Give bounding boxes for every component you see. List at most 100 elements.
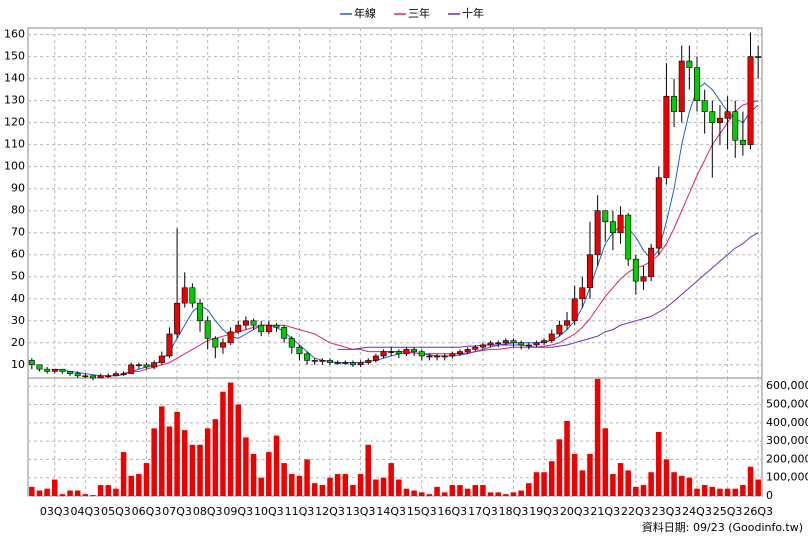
volume-bar [617, 463, 624, 496]
volume-bar [495, 492, 501, 496]
volume-bar [663, 459, 670, 496]
volume-bar [633, 486, 639, 496]
volume-bar [594, 378, 601, 496]
candle-body [36, 364, 43, 370]
candle-body [686, 60, 693, 68]
candle-body [349, 362, 356, 366]
volume-bar [373, 479, 379, 496]
volume-bar [656, 431, 662, 496]
volume-bar [74, 490, 81, 496]
volume-bar [610, 474, 616, 496]
y2-tick-label: 0 [766, 489, 773, 502]
candle-body [97, 375, 104, 379]
candle-body [724, 111, 731, 119]
candle-body [533, 342, 540, 346]
volume-bar [518, 490, 524, 496]
y-tick-label: 50 [11, 270, 25, 283]
volume-bar [59, 494, 66, 496]
candle-body [82, 375, 89, 378]
volume-bar [220, 391, 226, 496]
volume-bar [52, 479, 58, 496]
candle-body [258, 324, 265, 333]
y-tick-label: 130 [4, 94, 25, 107]
candle-body [502, 340, 509, 344]
x-tick-label: 10Q3 [254, 505, 284, 518]
volume-bar [281, 463, 287, 496]
candle-body [181, 287, 188, 304]
candle-body [128, 364, 135, 374]
volume-bar [678, 475, 685, 496]
volume-bar [235, 404, 242, 496]
x-tick-label: 07Q3 [162, 505, 192, 518]
x-tick-label: 24Q3 [682, 505, 712, 518]
x-tick-label: 08Q3 [193, 505, 223, 518]
y-tick-label: 160 [4, 28, 25, 41]
candle-body [90, 375, 96, 379]
x-tick-label: 14Q3 [376, 505, 406, 518]
volume-bar [204, 428, 211, 496]
volume-bar [388, 463, 394, 496]
x-tick-label: 21Q3 [590, 505, 620, 518]
candle-body [112, 373, 119, 377]
x-tick-label: 16Q3 [438, 505, 468, 518]
candle-body [525, 344, 532, 347]
volume-bar [510, 492, 517, 496]
candle-body [571, 298, 578, 322]
candle-body [212, 338, 219, 348]
candle-body [357, 362, 364, 366]
volume-bar [571, 453, 578, 496]
y2-tick-label: 100,000 [766, 471, 808, 484]
candle-body [579, 287, 586, 300]
candle-body [304, 353, 311, 361]
candle-body [678, 60, 685, 112]
candle-body [556, 324, 563, 335]
y-tick-label: 30 [11, 314, 25, 327]
x-tick-label: 25Q3 [713, 505, 743, 518]
candle-body [671, 95, 678, 112]
y-tick-label: 20 [11, 336, 25, 349]
candle-body [426, 355, 433, 358]
volume-bar [457, 485, 463, 496]
volume-bar [602, 428, 609, 496]
y2-tick-label: 200,000 [766, 452, 808, 465]
volume-bar [342, 474, 349, 496]
volume-bar [243, 437, 249, 496]
candle-body [288, 338, 295, 348]
legend-label: 年線 [354, 6, 376, 20]
x-tick-label: 05Q3 [101, 505, 131, 518]
x-tick-label: 19Q3 [529, 505, 559, 518]
x-tick-label: 26Q3 [743, 505, 773, 518]
candle-body [510, 340, 517, 344]
candle-body [120, 373, 127, 375]
x-tick-label: 12Q3 [315, 505, 345, 518]
candle-body [716, 117, 723, 123]
candle-body [418, 351, 425, 357]
candle-body [174, 302, 181, 335]
volume-bar [701, 485, 708, 496]
volume-bar [296, 475, 303, 496]
candle-body [518, 342, 525, 346]
volume-bar [311, 483, 318, 496]
volume-bar [250, 453, 257, 496]
candle-body [403, 349, 410, 355]
candle-body [609, 221, 616, 234]
volume-bar [319, 485, 326, 496]
candle-body [334, 362, 341, 364]
candle-body [602, 210, 609, 223]
volume-bar [526, 483, 532, 496]
volume-bar [273, 435, 280, 496]
footer: 資料日期: 09/23 (Goodinfo.tw) [642, 520, 803, 534]
volume-bar [181, 430, 188, 496]
volume-bar [487, 492, 494, 496]
y-tick-label: 100 [4, 160, 25, 173]
candle-body [204, 320, 211, 339]
candle-body [640, 276, 647, 282]
candle-body [67, 371, 74, 374]
candle-body [548, 333, 555, 341]
candle-body [747, 56, 754, 145]
x-tick-label: 20Q3 [560, 505, 590, 518]
volume-bar [709, 486, 716, 496]
x-tick-label: 23Q3 [652, 505, 682, 518]
candle-body [265, 324, 272, 333]
